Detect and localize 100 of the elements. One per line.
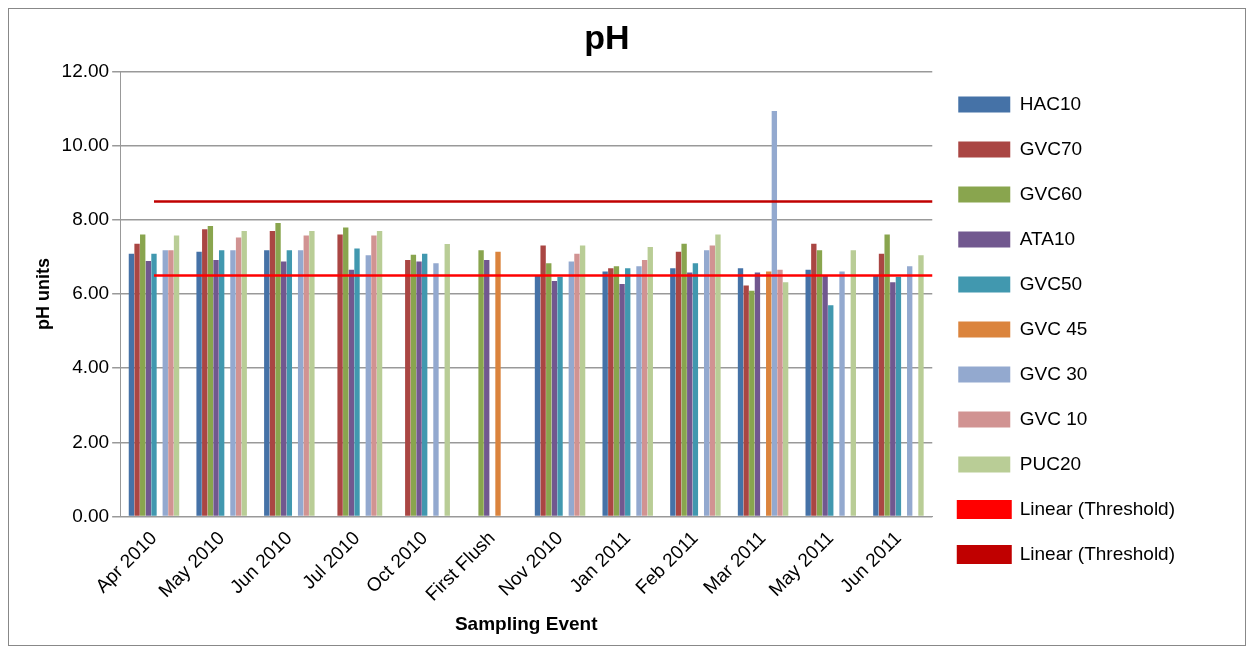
legend-label: ATA10	[1019, 227, 1076, 249]
bar	[619, 284, 625, 516]
bar	[873, 275, 879, 516]
bar	[202, 229, 208, 516]
bar	[410, 254, 417, 516]
legend-label: Linear (Threshold)	[1019, 542, 1176, 564]
bar	[337, 234, 343, 516]
legend-label: GVC 30	[1019, 362, 1088, 384]
bar	[484, 260, 490, 516]
bar	[579, 245, 586, 516]
bar	[162, 250, 168, 516]
bar	[297, 250, 304, 516]
bar	[140, 234, 146, 516]
bar	[416, 261, 422, 516]
bar	[647, 247, 653, 516]
bar	[534, 275, 541, 516]
bar	[196, 251, 202, 516]
bar	[551, 281, 558, 516]
bar	[675, 251, 682, 516]
bar	[213, 260, 219, 516]
bar	[805, 269, 811, 516]
y-tick-label: 10.00	[61, 134, 110, 156]
bar	[348, 269, 355, 516]
bar	[828, 305, 834, 516]
bar	[269, 231, 276, 516]
legend-label: PUC20	[1019, 452, 1082, 474]
bar	[241, 231, 247, 516]
x-axis-title: Sampling Event	[454, 612, 599, 634]
bar	[681, 243, 687, 516]
bar	[602, 271, 608, 516]
legend-label: Linear (Threshold)	[1019, 497, 1176, 519]
bar	[365, 255, 371, 516]
bar	[625, 268, 631, 516]
bar	[839, 271, 845, 516]
bar	[275, 222, 281, 516]
bar	[235, 237, 242, 516]
bar	[281, 261, 287, 516]
bar	[613, 266, 620, 516]
bar	[218, 250, 225, 516]
bar	[692, 263, 699, 516]
y-tick-label: 12.00	[61, 60, 110, 82]
y-tick-label: 0.00	[72, 504, 110, 526]
bar	[636, 266, 642, 516]
bar	[884, 234, 890, 516]
bar	[816, 250, 823, 516]
legend-label: GVC50	[1019, 272, 1083, 294]
bar	[568, 261, 574, 516]
bar	[743, 285, 749, 516]
bar	[704, 250, 710, 516]
bar	[495, 251, 501, 516]
bar	[376, 231, 383, 516]
y-axis-title: pH units	[32, 258, 53, 331]
bar	[771, 111, 778, 516]
bar	[709, 245, 715, 516]
legend-label: GVC 45	[1019, 317, 1088, 339]
bar	[128, 253, 135, 516]
y-tick-label: 6.00	[72, 282, 110, 304]
bar	[766, 271, 772, 516]
bar	[168, 250, 174, 516]
bar	[715, 234, 721, 516]
bar	[354, 248, 360, 516]
bar	[777, 269, 783, 516]
bar	[230, 250, 236, 516]
legend-label: GVC70	[1019, 137, 1083, 159]
bar	[433, 263, 439, 516]
bar	[687, 272, 693, 516]
chart-title: pH	[584, 17, 630, 56]
legend-label: HAC10	[1019, 92, 1082, 114]
bar	[540, 245, 546, 516]
bar	[151, 253, 157, 516]
bar	[343, 227, 349, 516]
bar	[264, 250, 270, 516]
bar	[641, 260, 648, 516]
bar	[608, 268, 614, 516]
bar	[546, 263, 552, 516]
y-tick-label: 4.00	[72, 356, 110, 378]
bar	[811, 243, 817, 516]
bar	[850, 250, 856, 516]
legend-label: GVC 10	[1019, 407, 1088, 429]
legend-label: GVC60	[1019, 182, 1083, 204]
bar	[303, 235, 309, 516]
bar	[822, 275, 828, 516]
bar	[890, 282, 896, 516]
bar	[173, 235, 180, 516]
bar	[895, 276, 902, 516]
bar	[405, 260, 411, 516]
bar	[134, 243, 140, 516]
bar	[207, 225, 214, 516]
bar	[286, 250, 293, 516]
y-tick-label: 8.00	[72, 208, 110, 230]
bar	[557, 276, 563, 516]
y-tick-label: 2.00	[72, 430, 110, 452]
bar	[478, 250, 484, 516]
bar	[878, 253, 885, 516]
bar	[754, 272, 761, 516]
bar	[371, 235, 377, 516]
bar	[749, 290, 755, 516]
bar	[670, 268, 676, 516]
bar	[422, 253, 428, 516]
bar	[918, 255, 924, 516]
